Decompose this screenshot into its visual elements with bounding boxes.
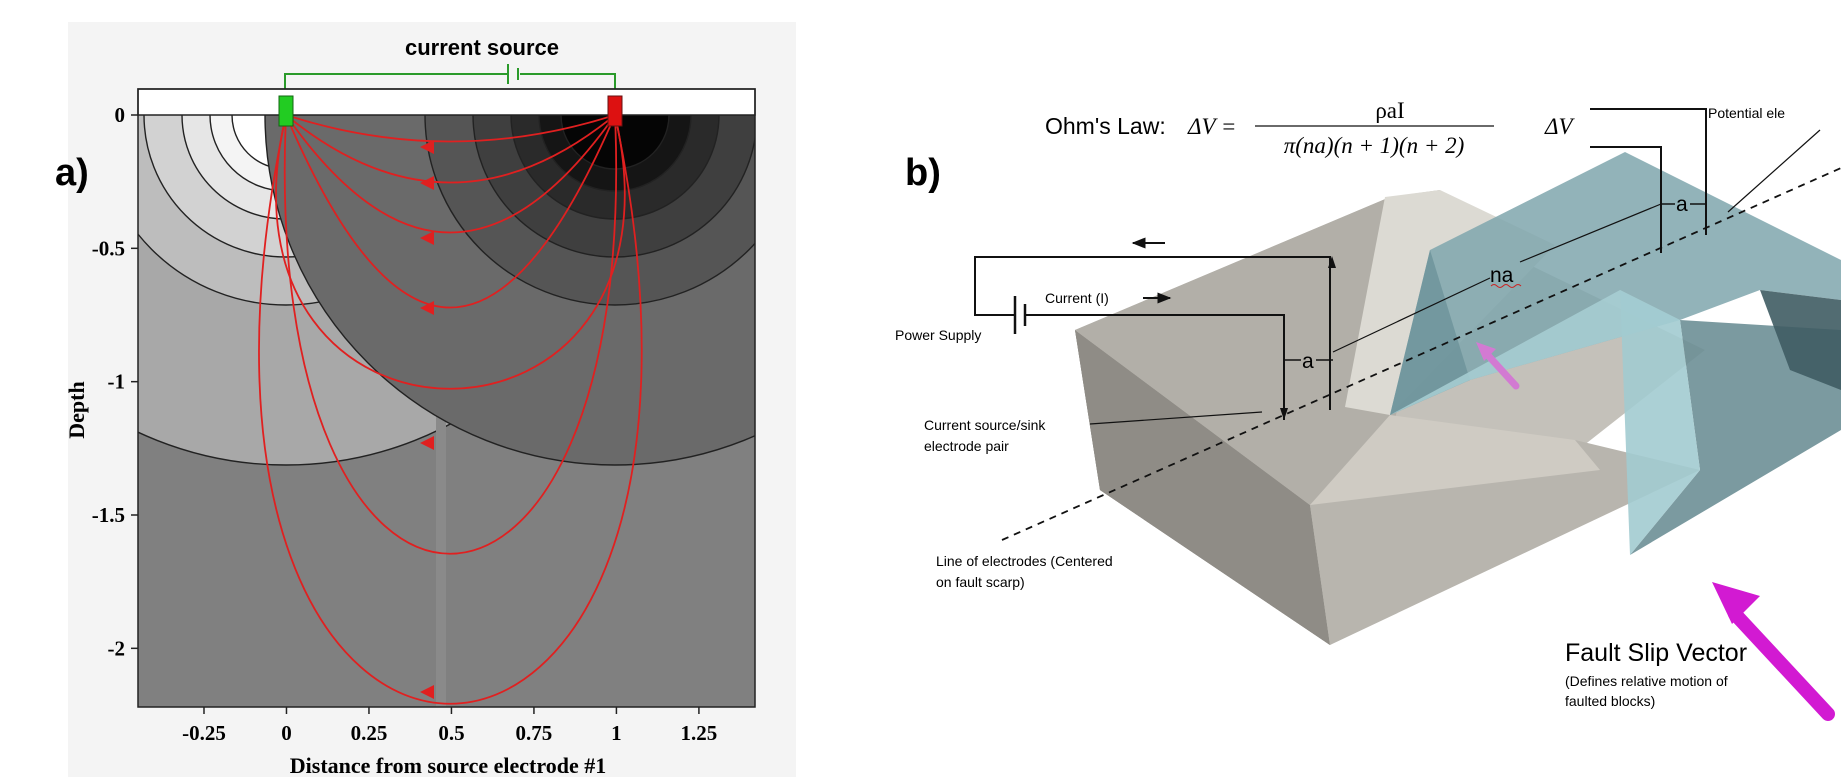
y-tick-label: -0.5 (92, 236, 125, 260)
flow-line-7 (283, 115, 618, 555)
sink-electrode (607, 95, 623, 127)
teal-block-front (1630, 320, 1841, 555)
panel-b: b) Ohm's Law: ΔV = ρaI π(na)(n + 1)(n + … (895, 98, 1841, 721)
x-tick-label: 0.75 (516, 721, 553, 745)
flow-arrow-6 (420, 685, 434, 699)
fault-slip-title: Fault Slip Vector (1565, 639, 1747, 667)
fault-slip-desc-2: faulted blocks) (1565, 693, 1655, 709)
x-tick-label: 0.25 (351, 721, 388, 745)
panel-a: a) current source (55, 22, 796, 777)
y-axis-ticks: 0 -0.5 -1 -1.5 -2 (92, 103, 138, 660)
na-leader-left (1332, 277, 1491, 353)
x-tick-label: 1 (611, 721, 622, 745)
flow-arrow-4 (420, 301, 434, 315)
electrode-line (1001, 167, 1841, 541)
x-tick-label: 0.5 (438, 721, 464, 745)
teal-block-inner-face (1620, 290, 1700, 555)
ohms-law-prefix: Ohm's Law: (1045, 113, 1166, 139)
plot-frame (137, 88, 756, 708)
current-source-label: current source (405, 35, 559, 60)
a-label-left: a (1302, 350, 1314, 373)
ohms-law-lhs: ΔV = (1187, 114, 1236, 139)
slip-arrow-small-head (1476, 342, 1496, 361)
power-supply-label: Power Supply (895, 327, 981, 343)
fault-slip-arrow-shaft (1728, 607, 1835, 721)
plot-area (138, 115, 755, 707)
fault-slip-arrow-head (1712, 582, 1760, 624)
x-axis-ticks: -0.25 0 0.25 0.5 0.75 1 1.25 (182, 707, 717, 745)
flow-arrows (420, 140, 434, 699)
flow-line-3 (285, 115, 616, 234)
teal-block-scarp (1390, 250, 1470, 415)
ohms-law-numerator: ρaI (1375, 98, 1404, 123)
x-axis-label: Distance from source electrode #1 (290, 753, 606, 777)
flow-line-4 (285, 115, 616, 309)
y-tick-label: -2 (108, 636, 126, 660)
flow-line-2 (285, 115, 616, 184)
na-spellcheck-underline (1490, 284, 1522, 288)
electrode-line-label-1: Line of electrodes (Centered (936, 553, 1113, 569)
x-tick-label: 1.25 (681, 721, 718, 745)
current-flow-lines (258, 115, 643, 705)
ohms-law-denominator: π(na)(n + 1)(n + 2) (1284, 133, 1465, 158)
flow-arrow-2 (420, 176, 434, 190)
current-label: Current (I) (1045, 290, 1109, 306)
panel-a-label: a) (55, 152, 89, 194)
y-axis-label: Depth (64, 381, 89, 438)
y-tick-label: 0 (115, 103, 126, 127)
na-leader-right (1519, 203, 1662, 263)
grey-block-side (1075, 330, 1330, 645)
circuit-wire-outer (974, 256, 1331, 410)
circuit-wire-inner (1025, 314, 1285, 420)
circuit-down-arrow (1280, 408, 1288, 420)
potential-leader (1727, 129, 1821, 213)
electrode-line-label-2: on fault scarp) (936, 574, 1025, 590)
current-circuit (974, 256, 1331, 420)
source-electrode (278, 95, 294, 127)
delta-v-label: ΔV (1544, 114, 1575, 139)
flow-arrow-1 (420, 140, 434, 154)
electrode-pair-leader (1089, 411, 1263, 425)
teal-block-ledge (1390, 290, 1680, 415)
panel-b-label: b) (905, 152, 941, 194)
fault-slip-desc-1: (Defines relative motion of (1565, 673, 1728, 689)
potential-electrode-label: Potential ele (1708, 105, 1785, 121)
flow-line-5 (275, 115, 626, 390)
x-tick-label: 0 (281, 721, 292, 745)
surface-strip (137, 88, 756, 116)
potential-wire-outer (1590, 108, 1707, 235)
flow-arrow-3 (420, 231, 434, 245)
electrode-pair-label-2: electrode pair (924, 438, 1009, 454)
flow-line-1 (285, 115, 616, 143)
flow-arrow-5 (420, 436, 434, 450)
circuit-up-arrow (1328, 256, 1336, 268)
potential-circuit (1590, 108, 1707, 253)
slip-arrow-small-shaft (1481, 348, 1520, 390)
grey-block-upper (1075, 190, 1440, 505)
na-label: na (1490, 264, 1514, 287)
potential-wire-inner (1590, 146, 1662, 253)
grey-block-floor (1310, 415, 1600, 505)
x-tick-label: -0.25 (182, 721, 226, 745)
electrode-pair-label-1: Current source/sink (924, 417, 1046, 433)
flow-line-6 (258, 115, 643, 705)
y-tick-label: -1 (108, 370, 126, 394)
a-label-right: a (1676, 193, 1688, 216)
y-tick-label: -1.5 (92, 503, 125, 527)
teal-block-dark-face (1760, 290, 1841, 390)
